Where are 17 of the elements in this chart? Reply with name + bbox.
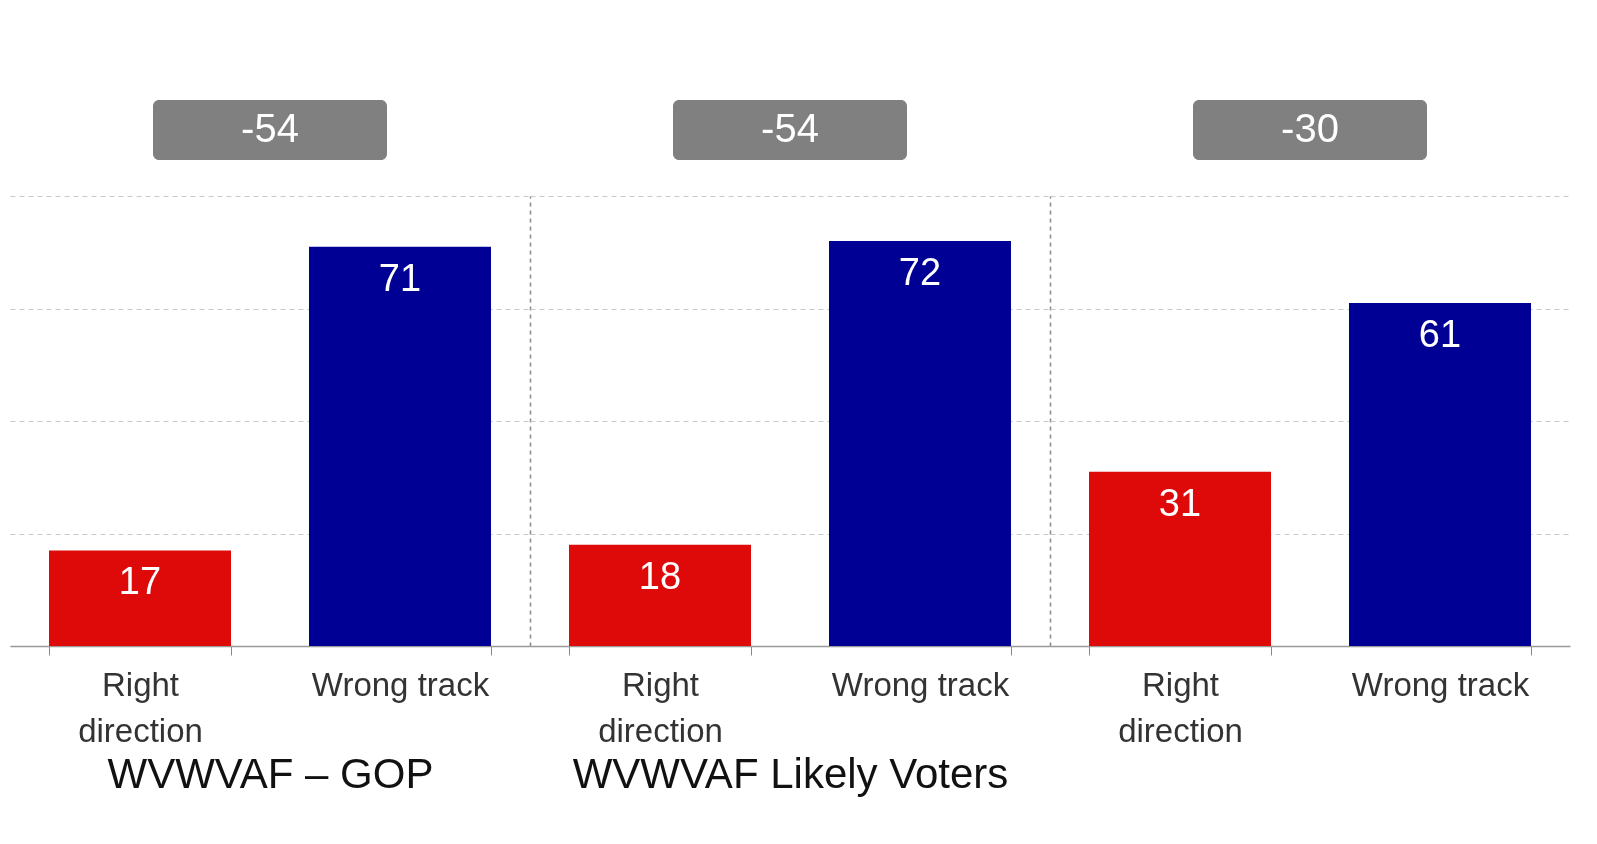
x-tick-label: Right direction: [78, 665, 203, 749]
x-axis-title: WVWVAF – GOP: [107, 749, 434, 797]
data-label: 31: [1158, 481, 1202, 524]
data-label: 72: [898, 251, 942, 293]
x-tick-label: Wrong track: [311, 665, 490, 703]
text: -54: [241, 106, 299, 150]
data-label: 18: [638, 554, 682, 597]
x-tick-label: Wrong track: [831, 665, 1010, 703]
text: -54: [761, 106, 819, 150]
x-tick-label: Right direction: [1118, 665, 1243, 749]
data-label: 61: [1418, 312, 1462, 355]
data-label: 17: [118, 560, 162, 603]
data-label: 71: [378, 256, 422, 299]
x-tick-label: Right direction: [598, 665, 723, 749]
x-axis-title: WVWVAF Likely Voters: [572, 749, 1009, 797]
x-tick-label: Wrong track: [1351, 665, 1530, 703]
text: -30: [1281, 106, 1339, 150]
